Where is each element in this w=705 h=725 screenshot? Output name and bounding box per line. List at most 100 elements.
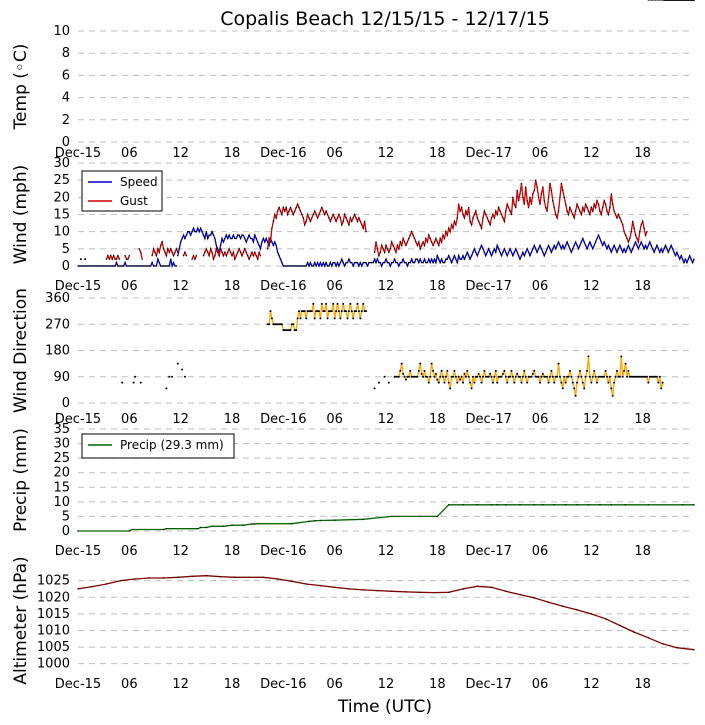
wind-data-point xyxy=(315,213,317,216)
direction-data-point xyxy=(624,362,627,365)
wind-data-point xyxy=(630,230,632,233)
wind-data-point xyxy=(429,261,431,264)
wind-data-point xyxy=(584,203,587,205)
wind-data-point xyxy=(423,244,426,247)
wind-data-point xyxy=(485,255,487,257)
direction-data-point xyxy=(641,375,644,378)
wind-data-point xyxy=(600,213,603,216)
wind-data-point xyxy=(322,261,324,264)
wind-data-point xyxy=(381,244,383,247)
direction-data-point xyxy=(139,381,142,384)
direction-data-point xyxy=(523,369,526,372)
direction-data-point xyxy=(510,369,513,372)
wind-data-point xyxy=(523,203,526,205)
direction-data-point xyxy=(359,317,362,320)
wind-data-point xyxy=(343,265,346,267)
wind-data-point xyxy=(108,258,111,260)
direction-data-point xyxy=(514,375,517,378)
wind-data-point xyxy=(118,265,121,267)
wind-data-point xyxy=(378,255,380,257)
wind-data-point xyxy=(239,251,242,253)
wind-data-point xyxy=(640,241,642,243)
direction-x-tick-label: 18 xyxy=(634,412,651,427)
precip-x-tick-label: 12 xyxy=(378,544,395,559)
direction-data-point xyxy=(350,310,353,313)
wind-data-point xyxy=(353,213,356,216)
direction-data-point xyxy=(293,329,296,332)
wind-data-point xyxy=(185,255,188,257)
direction-data-point xyxy=(497,375,500,378)
wind-data-point xyxy=(289,265,292,267)
precip-x-tick-label: 18 xyxy=(634,544,651,559)
direction-data-point xyxy=(288,329,291,332)
wind-data-point xyxy=(246,255,249,257)
direction-data-point xyxy=(454,375,457,378)
wind-data-point xyxy=(291,210,293,212)
wind-data-point xyxy=(490,255,493,257)
wind-data-point xyxy=(234,258,236,260)
wind-data-point xyxy=(259,248,262,250)
wind-data-point xyxy=(422,241,424,243)
direction-data-point xyxy=(640,375,643,378)
wind-data-point xyxy=(266,248,269,250)
precip-data-point xyxy=(242,524,245,526)
wind-data-point xyxy=(252,255,255,257)
wind-data-point xyxy=(298,265,300,267)
direction-data-point xyxy=(653,375,656,378)
wind-data-point xyxy=(553,206,555,209)
direction-data-point xyxy=(547,381,550,384)
wind-data-point xyxy=(301,265,303,267)
wind-data-point xyxy=(631,248,634,250)
direction-data-point xyxy=(503,369,506,372)
wind-data-point xyxy=(679,258,681,260)
wind-data-point xyxy=(527,251,530,253)
direction-data-point xyxy=(660,387,663,390)
wind-data-point xyxy=(614,248,617,250)
wind-data-point xyxy=(647,0,650,1)
wind-data-point xyxy=(177,251,179,253)
direction-data-point xyxy=(496,381,499,384)
precip-data-point xyxy=(599,504,601,506)
wind-data-point xyxy=(108,265,111,267)
wind-data-point xyxy=(569,206,571,209)
direction-data-point xyxy=(548,375,551,378)
direction-data-point xyxy=(414,375,417,378)
wind-data-point xyxy=(617,213,620,216)
wind-data-point xyxy=(279,210,282,212)
wind-data-point xyxy=(500,255,503,257)
wind-data-point xyxy=(549,182,551,185)
wind-data-point xyxy=(681,258,684,260)
wind-data-point xyxy=(171,265,173,267)
wind-data-point xyxy=(232,251,235,253)
wind-data-point xyxy=(237,234,239,236)
direction-data-point xyxy=(447,381,450,384)
wind-data-point xyxy=(205,248,208,250)
direction-data-point xyxy=(278,323,281,326)
wind-data-point xyxy=(639,230,641,233)
wind-series-line xyxy=(202,246,262,262)
temp-y-axis-label: Temp (◦C) xyxy=(11,44,31,131)
precip-data-point xyxy=(211,525,213,528)
wind-data-point xyxy=(647,244,650,247)
direction-data-point xyxy=(273,323,276,326)
wind-data-point xyxy=(198,230,200,233)
altimeter-x-tick-label: 06 xyxy=(326,677,343,692)
wind-data-point xyxy=(626,248,628,250)
wind-data-point xyxy=(241,234,243,236)
altimeter-x-tick-label: 12 xyxy=(378,677,395,692)
precip-data-point xyxy=(519,504,521,506)
direction-data-point xyxy=(316,310,319,313)
wind-data-point xyxy=(202,234,205,236)
precip-y-tick-label: 5 xyxy=(62,509,70,524)
wind-data-point xyxy=(373,251,376,253)
direction-y-tick-label: 0 xyxy=(62,396,70,411)
wind-data-point xyxy=(659,0,661,1)
wind-data-point xyxy=(462,255,464,257)
direction-data-point xyxy=(322,310,325,313)
direction-data-point xyxy=(638,375,641,378)
wind-data-point xyxy=(375,241,377,243)
wind-data-point xyxy=(228,248,230,250)
precip-x-tick-label: Dec-15 xyxy=(55,544,101,559)
wind-data-point xyxy=(311,265,313,267)
wind-data-point xyxy=(602,244,604,247)
